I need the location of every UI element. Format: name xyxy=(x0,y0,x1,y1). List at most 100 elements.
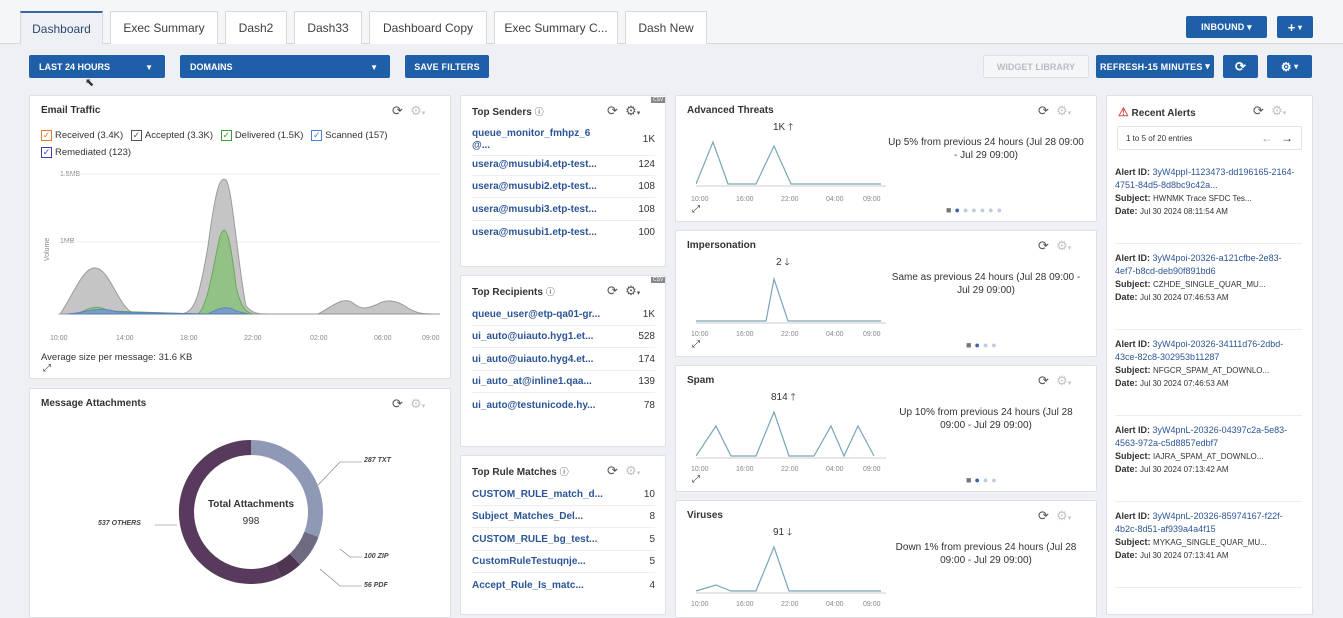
save-filters-button[interactable]: SAVE FILTERS xyxy=(405,55,489,78)
refresh-icon[interactable]: ⟳ xyxy=(1038,103,1049,118)
gear-icon[interactable]: ⚙ xyxy=(1056,103,1068,118)
panel-title: Top Rule Matches ⓘ xyxy=(472,467,569,478)
table-row[interactable]: queue_user@etp-qa01-gr... 1K xyxy=(472,304,655,326)
alert-id-link[interactable]: 3yW4ppI-1123473-dd196165-2164-4751-84d5-… xyxy=(1115,167,1295,190)
gear-icon[interactable]: ⚙ xyxy=(1056,373,1068,388)
table-row[interactable]: usera@musubi3.etp-test... 108 xyxy=(472,199,655,221)
inbound-dropdown[interactable]: INBOUND ▾ xyxy=(1186,16,1267,38)
legend-remediated[interactable]: ✓ Remediated (123) xyxy=(41,147,132,158)
carousel-dots[interactable]: ■●●●●●● xyxy=(946,205,1006,215)
info-icon: ⓘ xyxy=(545,287,555,297)
gear-icon[interactable]: ⚙ xyxy=(1056,238,1068,253)
list-item[interactable]: Alert ID: 3yW4pnL-20326-04397c2a-5e83-45… xyxy=(1115,424,1302,502)
arrow-right-icon[interactable]: → xyxy=(1281,131,1293,145)
alert-id-link[interactable]: 3yW4pnL-20326-85974167-f22f-4b2c-8d51-af… xyxy=(1115,511,1283,534)
legend-delivered[interactable]: ✓ Delivered (1.5K) xyxy=(220,130,304,141)
domains-dropdown[interactable]: DOMAINS ▼ xyxy=(180,55,390,78)
table-row[interactable]: queue_monitor_fmhpz_6 @... 1K xyxy=(472,124,655,156)
refresh-icon[interactable]: ⟳ xyxy=(607,103,618,118)
table-row[interactable]: usera@musubi1.etp-test... 100 xyxy=(472,226,655,238)
expand-icon[interactable]: ⤢ xyxy=(692,204,700,215)
table-row[interactable]: CUSTOM_RULE_bg_test... 5 xyxy=(472,529,655,551)
refresh-icon[interactable]: ⟳ xyxy=(1038,373,1049,388)
x-tick: 22:00 xyxy=(781,196,799,203)
x-tick: 09:00 xyxy=(422,335,440,342)
series-delivered-area xyxy=(76,230,254,315)
x-tick: 16:00 xyxy=(736,331,754,338)
alert-id-link[interactable]: 3yW4poi-20326-a121cfbe-2e83-4ef7-b8cd-de… xyxy=(1115,253,1282,276)
gear-icon[interactable]: ⚙ xyxy=(1056,508,1068,523)
alert-id-link[interactable]: 3yW4pnL-20326-04397c2a-5e83-4563-972a-c5… xyxy=(1115,425,1288,448)
refresh-icon[interactable]: ⟳ xyxy=(1253,103,1264,118)
carousel-dots[interactable]: ■●●● xyxy=(966,340,1000,350)
table-row[interactable]: Accept_Rule_Is_matc... 4 xyxy=(472,579,655,591)
legend-scanned[interactable]: ✓ Scanned (157) xyxy=(311,130,388,141)
list-item[interactable]: Alert ID: 3yW4ppI-1123473-dd196165-2164-… xyxy=(1115,166,1302,244)
csv-badge[interactable]: CSV xyxy=(651,97,666,103)
panel-title: Email Traffic xyxy=(41,105,101,116)
x-tick: 10:00 xyxy=(691,196,709,203)
list-item[interactable]: Alert ID: 3yW4poi-20326-34111d76-2dbd-43… xyxy=(1115,338,1302,416)
table-row[interactable]: Subject_Matches_Del... 8 xyxy=(472,506,655,528)
refresh-interval-label: REFRESH-15 MINUTES xyxy=(1099,61,1203,72)
expand-icon[interactable]: ⤢ xyxy=(692,474,700,485)
donut-label-zip: 100 ZIP xyxy=(364,553,389,560)
refresh-icon[interactable]: ⟳ xyxy=(607,283,618,298)
donut-slice-zip[interactable] xyxy=(289,531,319,565)
donut-slice-others[interactable] xyxy=(178,439,281,584)
tab-exec-summary[interactable]: Exec Summary xyxy=(110,11,218,44)
table-row[interactable]: ui_auto@uiauto.hyg1.et... 528 xyxy=(472,326,655,348)
gear-icon[interactable]: ⚙ xyxy=(625,463,637,478)
list-item[interactable]: Alert ID: 3yW4poi-20326-a121cfbe-2e83-4e… xyxy=(1115,252,1302,330)
panel-title: Top Senders ⓘ xyxy=(472,107,544,118)
gear-icon[interactable]: ⚙ xyxy=(625,103,637,118)
gear-icon[interactable]: ⚙ xyxy=(410,103,422,118)
table-row[interactable]: usera@musubi2.etp-test... 108 xyxy=(472,176,655,198)
viruses-panel: Viruses ⟳ ⚙▾ 91 🡓 10:00 16:00 22:00 04:0… xyxy=(675,500,1097,618)
refresh-icon[interactable]: ⟳ xyxy=(1038,238,1049,253)
tab-dash2[interactable]: Dash2 xyxy=(225,11,287,44)
x-tick: 04:00 xyxy=(826,196,844,203)
table-row[interactable]: ui_auto@testunicode.hy... 78 xyxy=(472,399,655,411)
refresh-button[interactable]: ⟳ xyxy=(1223,55,1258,78)
tab-dash33[interactable]: Dash33 xyxy=(294,11,362,44)
refresh-icon[interactable]: ⟳ xyxy=(1038,508,1049,523)
table-row[interactable]: ui_auto@uiauto.hyg4.et... 174 xyxy=(472,349,655,371)
attachments-donut-chart xyxy=(178,439,323,584)
carousel-dots[interactable]: ■●●● xyxy=(966,475,1000,485)
table-row[interactable]: CUSTOM_RULE_match_d... 10 xyxy=(472,484,655,506)
settings-dropdown[interactable]: ⚙ ▾ xyxy=(1267,55,1312,78)
gear-icon[interactable]: ⚙ xyxy=(1271,103,1283,118)
refresh-icon[interactable]: ⟳ xyxy=(607,463,618,478)
table-row[interactable]: ui_auto_at@inline1.qaa... 139 xyxy=(472,371,655,393)
time-range-dropdown[interactable]: LAST 24 HOURS ▼ xyxy=(29,55,165,78)
refresh-interval-dropdown[interactable]: REFRESH-15 MINUTES ▾ xyxy=(1096,55,1214,78)
refresh-icon[interactable]: ⟳ xyxy=(392,103,403,118)
tab-dashboard[interactable]: Dashboard xyxy=(20,11,103,44)
sparkline-chart xyxy=(696,276,886,324)
add-button[interactable]: + ▾ xyxy=(1277,16,1313,38)
threat-count: 91 🡓 xyxy=(773,527,793,538)
table-row[interactable]: CustomRuleTestuqnje... 5 xyxy=(472,551,655,573)
gear-icon[interactable]: ⚙ xyxy=(410,396,422,411)
expand-icon[interactable]: ⤢ xyxy=(43,363,51,374)
legend-received[interactable]: ✓ Received (3.4K) xyxy=(41,130,124,141)
sparkline-chart xyxy=(696,140,886,187)
tab-dash-new[interactable]: Dash New xyxy=(625,11,707,44)
expand-icon[interactable]: ⤢ xyxy=(692,339,700,350)
donut-slice-txt[interactable] xyxy=(251,440,323,537)
table-row[interactable]: usera@musubi4.etp-test... 124 xyxy=(472,154,655,176)
refresh-icon[interactable]: ⟳ xyxy=(392,396,403,411)
csv-badge[interactable]: CSV xyxy=(651,277,666,283)
gear-icon[interactable]: ⚙ xyxy=(625,283,637,298)
tab-dashboard-copy[interactable]: Dashboard Copy xyxy=(369,11,487,44)
tab-exec-summary-copy[interactable]: Exec Summary C... xyxy=(494,11,618,44)
legend-accepted[interactable]: ✓ Accepted (3.3K) xyxy=(130,130,214,141)
alert-id-link[interactable]: 3yW4poi-20326-34111d76-2dbd-43ce-82c8-30… xyxy=(1115,339,1284,362)
widget-library-button[interactable]: WIDGET LIBRARY xyxy=(983,55,1089,78)
list-item[interactable]: Alert ID: 3yW4pnL-20326-85974167-f22f-4b… xyxy=(1115,510,1302,588)
arrow-left-icon[interactable]: ← xyxy=(1261,131,1273,145)
donut-slice-pdf[interactable] xyxy=(274,553,300,578)
threat-count: 814 🡑 xyxy=(771,392,796,403)
chevron-down-icon: ▼ xyxy=(370,63,378,72)
